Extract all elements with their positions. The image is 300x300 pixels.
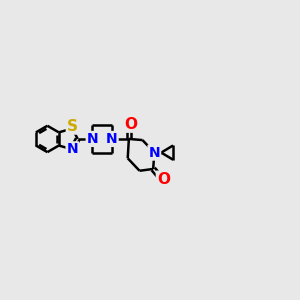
Text: N: N xyxy=(87,132,98,146)
Text: N: N xyxy=(67,142,78,156)
Text: O: O xyxy=(124,117,137,132)
Text: S: S xyxy=(67,118,78,134)
Text: N: N xyxy=(148,146,160,160)
Text: N: N xyxy=(106,132,118,146)
Text: O: O xyxy=(157,172,170,187)
